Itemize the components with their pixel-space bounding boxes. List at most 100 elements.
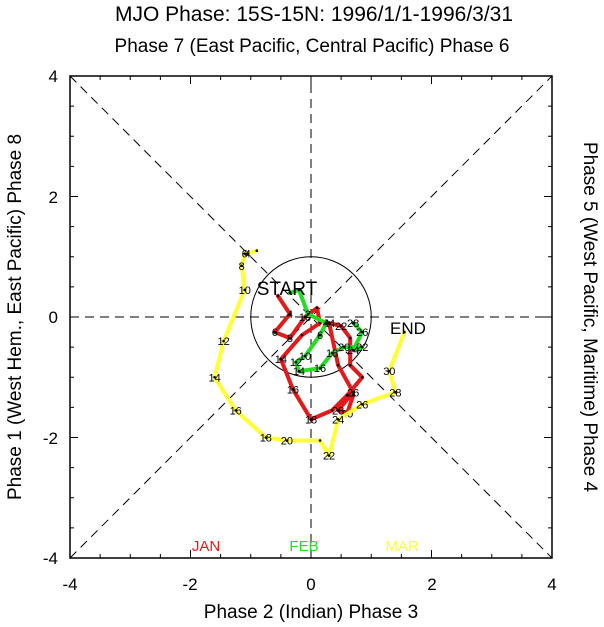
data-point-mar	[243, 288, 247, 292]
day-label-feb: 12	[290, 357, 302, 369]
data-point-feb	[360, 330, 364, 334]
day-label-jan: 26	[347, 387, 359, 399]
data-point-mar	[255, 249, 259, 253]
data-point-mar	[327, 454, 331, 457]
day-label-feb: 24	[347, 345, 359, 357]
axis-ticks	[69, 75, 553, 559]
y-tick-label: 2	[49, 188, 58, 207]
data-point-feb	[294, 360, 298, 364]
day-label-feb: 20	[338, 342, 350, 354]
day-label-feb: 14	[293, 366, 305, 378]
x-tick-labels: -4 -2 0 2 4	[62, 575, 556, 594]
data-point-jan	[288, 336, 292, 340]
legend-jan: JAN	[192, 538, 220, 555]
data-point-jan	[339, 324, 343, 328]
data-point-mar	[234, 409, 237, 412]
data-point-jan	[348, 363, 352, 367]
y-tick-label: 4	[49, 67, 58, 86]
data-point-mar	[336, 418, 340, 421]
legend-mar: MAR	[385, 538, 419, 555]
chart-title: MJO Phase: 15S-15N: 1996/1/1-1996/3/31	[115, 3, 513, 26]
data-point-feb	[306, 312, 310, 316]
day-label-feb: 28	[347, 318, 359, 330]
day-label-feb: 4	[323, 318, 329, 330]
data-point-feb	[288, 291, 292, 295]
day-label-jan: 16	[287, 384, 299, 396]
day-label-feb: 16	[314, 363, 326, 375]
day-label-feb: 26	[356, 327, 368, 339]
data-point-jan	[309, 418, 313, 421]
data-point-jan	[273, 330, 277, 334]
day-label-jan: 8	[287, 333, 293, 345]
day-label-mar: 10	[239, 285, 251, 297]
data-point-jan	[360, 375, 364, 379]
day-label-mar: 22	[323, 451, 335, 463]
data-point-feb	[324, 321, 328, 325]
legend-feb: FEB	[289, 538, 318, 555]
day-label-mar: 4	[245, 249, 251, 261]
data-point-mar	[318, 439, 322, 442]
data-point-jan	[351, 394, 355, 397]
data-point-jan	[279, 357, 283, 361]
data-point-mar	[360, 403, 364, 406]
data-point-feb	[330, 351, 334, 355]
data-point-jan	[348, 336, 352, 340]
data-point-jan	[315, 306, 319, 310]
legend: JAN FEB MAR	[192, 538, 419, 555]
x-tick-label: -4	[62, 575, 77, 594]
data-point-feb	[297, 369, 301, 373]
data-point-feb	[342, 345, 346, 349]
data-point-mar	[264, 436, 268, 439]
start-label: START	[257, 279, 318, 300]
day-label-jan: 14	[275, 354, 287, 366]
data-point-mar	[222, 339, 225, 343]
day-label-feb: 2	[305, 309, 311, 321]
data-point-jan	[345, 394, 349, 397]
data-point-feb	[297, 288, 301, 292]
day-label-mar: 28	[389, 387, 401, 399]
day-label-mar: 6	[242, 249, 248, 261]
day-label-mar: 26	[356, 399, 368, 411]
data-point-mar	[403, 330, 406, 334]
x-tick-label: 2	[427, 575, 436, 594]
y-tick-label: -4	[43, 549, 58, 568]
data-point-mar	[240, 264, 244, 268]
data-point-feb	[351, 348, 355, 352]
day-label-feb: 6	[317, 330, 323, 342]
data-point-feb	[360, 345, 364, 349]
x-tick-label: 0	[306, 575, 315, 594]
x-axis-label: Phase 2 (Indian) Phase 3	[204, 602, 418, 623]
y-tick-labels: 4 2 0 -2 -4	[43, 67, 58, 568]
day-label-mar: 30	[383, 366, 395, 378]
data-point-feb	[318, 333, 322, 337]
data-point-feb	[318, 366, 322, 370]
day-label-jan: 28	[332, 405, 344, 417]
day-label-feb: 18	[326, 348, 338, 360]
data-point-jan	[336, 409, 340, 412]
x-tick-label: 4	[547, 575, 556, 594]
day-label-mar: 8	[239, 261, 245, 273]
data-point-jan	[330, 409, 334, 412]
data-point-jan	[327, 321, 331, 325]
phase-divider-line	[69, 75, 553, 559]
left-phase-label: Phase 1 (West Hem., East Pacific) Phase …	[5, 134, 26, 500]
data-point-feb	[351, 321, 355, 325]
x-tick-label: -2	[182, 575, 197, 594]
data-point-mar	[394, 391, 397, 394]
data-point-mar	[388, 369, 391, 373]
day-label-mar: 24	[332, 414, 344, 426]
end-label: END	[390, 319, 426, 338]
day-label-mar: 14	[208, 372, 220, 384]
unit-circle	[250, 256, 372, 378]
data-point-jan	[291, 388, 295, 391]
data-point-mar	[246, 252, 250, 256]
day-label-mar: 12	[218, 336, 230, 348]
data-point-jan	[351, 391, 355, 394]
data-point-mar	[213, 375, 216, 379]
day-label-feb: 22	[356, 342, 368, 354]
day-label-feb: 10	[299, 351, 311, 363]
phase-divider-line	[69, 75, 553, 559]
